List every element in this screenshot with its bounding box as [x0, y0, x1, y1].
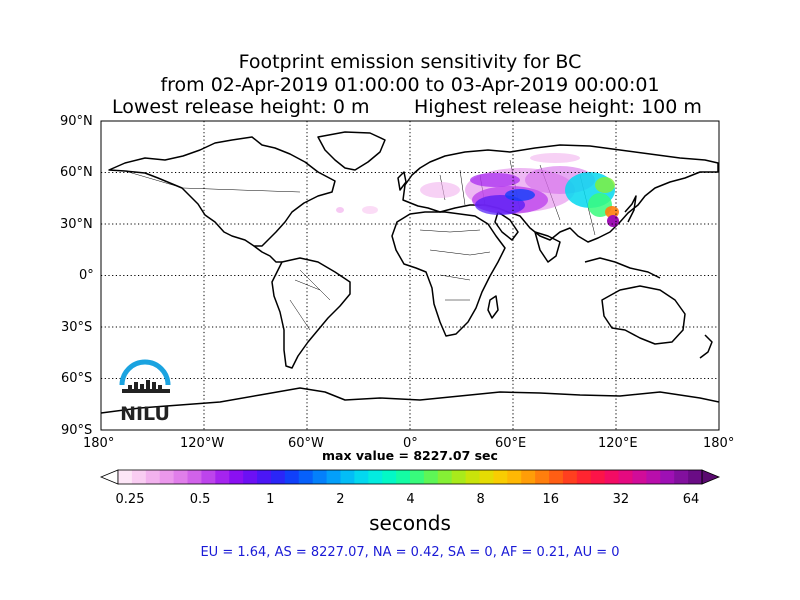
- lon-label-180e: 180°: [703, 436, 735, 451]
- lon-label-120e: 120°E: [598, 436, 638, 451]
- lat-label-90s: 90°S: [61, 423, 93, 438]
- max-value-label: max value = 8227.07 sec: [322, 448, 498, 463]
- colorbar-swatch: [229, 470, 244, 484]
- colorbar-swatch: [145, 470, 161, 484]
- colorbar-swatch: [326, 470, 341, 484]
- colorbar-swatch: [688, 470, 703, 484]
- colorbar-tick-label: 4: [406, 492, 415, 507]
- lat-label-0: 0°: [79, 268, 94, 283]
- region-stats: EU = 1.64, AS = 8227.07, NA = 0.42, SA =…: [200, 545, 620, 560]
- colorbar-tick-label: 64: [682, 492, 700, 507]
- title-line-1: Footprint emission sensitivity for BC: [238, 51, 582, 73]
- colorbar-tick-label: 1: [266, 492, 275, 507]
- colorbar-swatch: [535, 470, 550, 484]
- lat-label-90n: 90°N: [60, 114, 93, 129]
- colorbar-swatch: [590, 470, 606, 484]
- colorbar-swatch: [423, 470, 439, 484]
- colorbar-swatch: [507, 470, 522, 484]
- colorbar-swatch: [437, 470, 453, 484]
- lon-label-180w: 180°: [83, 436, 115, 451]
- colorbar-under-arrow: [99, 469, 119, 485]
- colorbar-swatch: [118, 470, 133, 484]
- colorbar-swatch: [410, 470, 425, 484]
- colorbar-swatch: [215, 470, 230, 484]
- colorbar-swatch: [646, 470, 661, 484]
- logo-text: NILU: [120, 403, 170, 425]
- colorbar-swatch: [562, 470, 578, 484]
- colorbar-swatch: [187, 470, 202, 484]
- colorbar-swatch: [396, 470, 411, 484]
- colorbar-swatch: [479, 470, 494, 484]
- colorbar-tick-label: 16: [542, 492, 560, 507]
- colorbar-swatch: [368, 470, 383, 484]
- colorbar-swatch: [312, 470, 328, 484]
- footprint-plume: [336, 153, 619, 227]
- colorbar-tick-label: 32: [612, 492, 630, 507]
- colorbar-swatch: [660, 470, 675, 484]
- colorbar-tick-label: 8: [476, 492, 485, 507]
- lat-label-60n: 60°N: [60, 165, 93, 180]
- colorbar-swatch: [618, 470, 633, 484]
- graticule: [101, 121, 719, 430]
- colorbar-swatch: [451, 470, 467, 484]
- colorbar-swatch: [521, 470, 536, 484]
- colorbar-tick-label: 2: [336, 492, 345, 507]
- colorbar-tick-label: 0.5: [189, 492, 211, 507]
- colorbar-swatch: [340, 470, 355, 484]
- colorbar-swatch: [549, 470, 564, 484]
- colorbar-swatch: [173, 470, 189, 484]
- highest-release-height: Highest release height: 100 m: [414, 96, 702, 118]
- lon-label-60w: 60°W: [288, 436, 324, 451]
- colorbar-swatch: [493, 470, 508, 484]
- coastlines: [101, 131, 719, 414]
- colorbar-swatch: [674, 470, 689, 484]
- lat-label-60s: 60°S: [61, 371, 93, 386]
- lowest-release-height: Lowest release height: 0 m: [112, 96, 370, 118]
- colorbar-swatch: [257, 470, 272, 484]
- title-line-2: from 02-Apr-2019 01:00:00 to 03-Apr-2019…: [160, 74, 660, 96]
- colorbar-swatch: [465, 470, 481, 484]
- lat-label-30n: 30°N: [60, 217, 93, 232]
- map-frame: [100, 120, 720, 431]
- colorbar-swatch: [632, 470, 647, 484]
- lat-label-30s: 30°S: [61, 320, 93, 335]
- colorbar-swatch: [382, 470, 397, 484]
- colorbar-swatch: [243, 470, 258, 484]
- lon-label-0: 0°: [403, 436, 418, 451]
- colorbar-swatch: [576, 470, 592, 484]
- lon-label-60e: 60°E: [495, 436, 527, 451]
- colorbar-swatch: [270, 470, 286, 484]
- colorbar: [99, 469, 721, 485]
- colorbar-frame: [117, 469, 703, 485]
- colorbar-over-arrow: [701, 469, 721, 485]
- colorbar-swatch: [201, 470, 216, 484]
- colorbar-tick-label: 0.25: [115, 492, 145, 507]
- lon-label-120w: 120°W: [180, 436, 225, 451]
- nilu-logo: NILU: [119, 359, 171, 425]
- colorbar-swatch: [284, 470, 300, 484]
- colorbar-swatch: [354, 470, 369, 484]
- colorbar-unit-label: seconds: [369, 511, 451, 535]
- colorbar-swatch: [298, 470, 314, 484]
- colorbar-swatch: [131, 470, 147, 484]
- colorbar-swatch: [159, 470, 175, 484]
- colorbar-swatch: [604, 470, 620, 484]
